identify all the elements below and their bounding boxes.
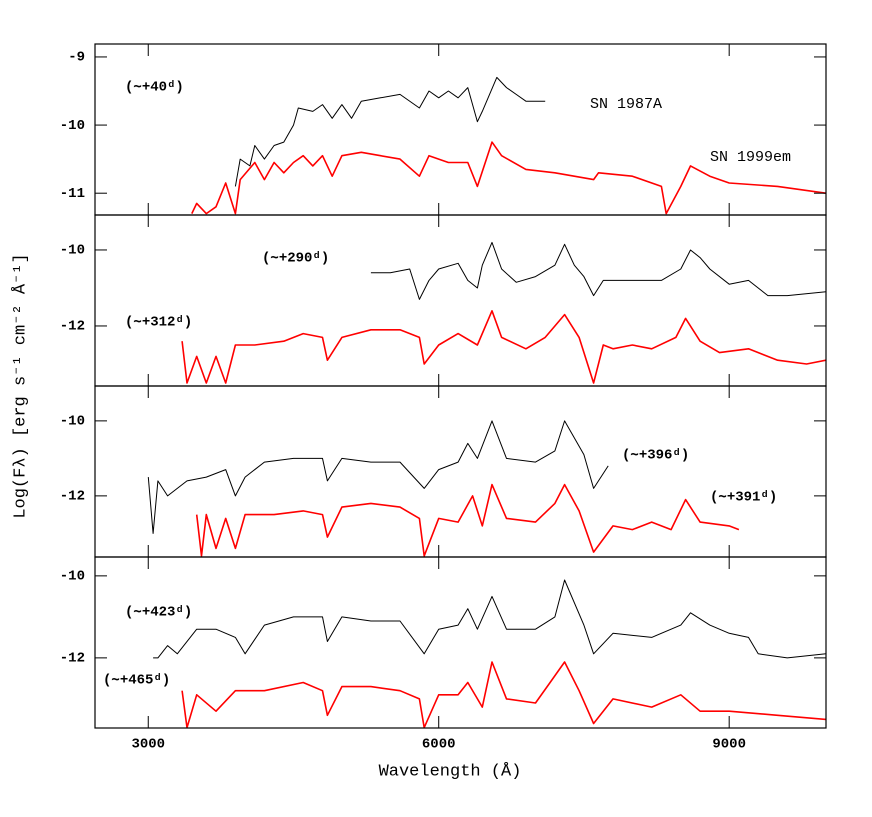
y-tick-label: -10 [60, 118, 85, 134]
spectrum-line [195, 483, 740, 557]
legend-label: SN 1999em [710, 149, 791, 166]
panel-frame [94, 214, 827, 387]
y-tick-label: -12 [60, 489, 85, 505]
spectrum-line [191, 141, 826, 215]
y-tick-label: -11 [60, 186, 85, 202]
x-tick-label: 3000 [131, 737, 165, 753]
panel-frame [94, 43, 827, 216]
spectrum-line [370, 241, 826, 300]
x-axis-title: Wavelength (Å) [379, 762, 522, 781]
spectrum-line [181, 310, 826, 384]
spectrum-line [181, 661, 826, 728]
panel-frame [94, 556, 827, 729]
spectrum-line [234, 76, 546, 187]
epoch-label: (∼+465ᵈ) [103, 673, 170, 689]
y-axis-title: Log(Fλ) [erg s⁻¹ cm⁻² Å⁻¹] [11, 253, 30, 518]
epoch-label: (∼+290ᵈ) [262, 251, 329, 267]
x-tick-label: 9000 [712, 737, 746, 753]
y-tick-label: -12 [60, 651, 85, 667]
spectrum-line [153, 579, 826, 659]
legend-label: SN 1987A [590, 96, 662, 113]
y-tick-label: -10 [60, 243, 85, 259]
epoch-label: (∼+423ᵈ) [125, 605, 192, 621]
epoch-label: (∼+396ᵈ) [622, 448, 689, 464]
y-tick-label: -10 [60, 414, 85, 430]
y-tick-label: -10 [60, 569, 85, 585]
epoch-label: (∼+312ᵈ) [125, 315, 192, 331]
x-tick-label: 6000 [422, 737, 456, 753]
spectrum-line [147, 420, 609, 534]
epoch-label: (∼+40ᵈ) [125, 80, 184, 96]
epoch-label: (∼+391ᵈ) [710, 490, 777, 506]
y-tick-label: -12 [60, 319, 85, 335]
y-tick-label: -9 [68, 50, 85, 66]
